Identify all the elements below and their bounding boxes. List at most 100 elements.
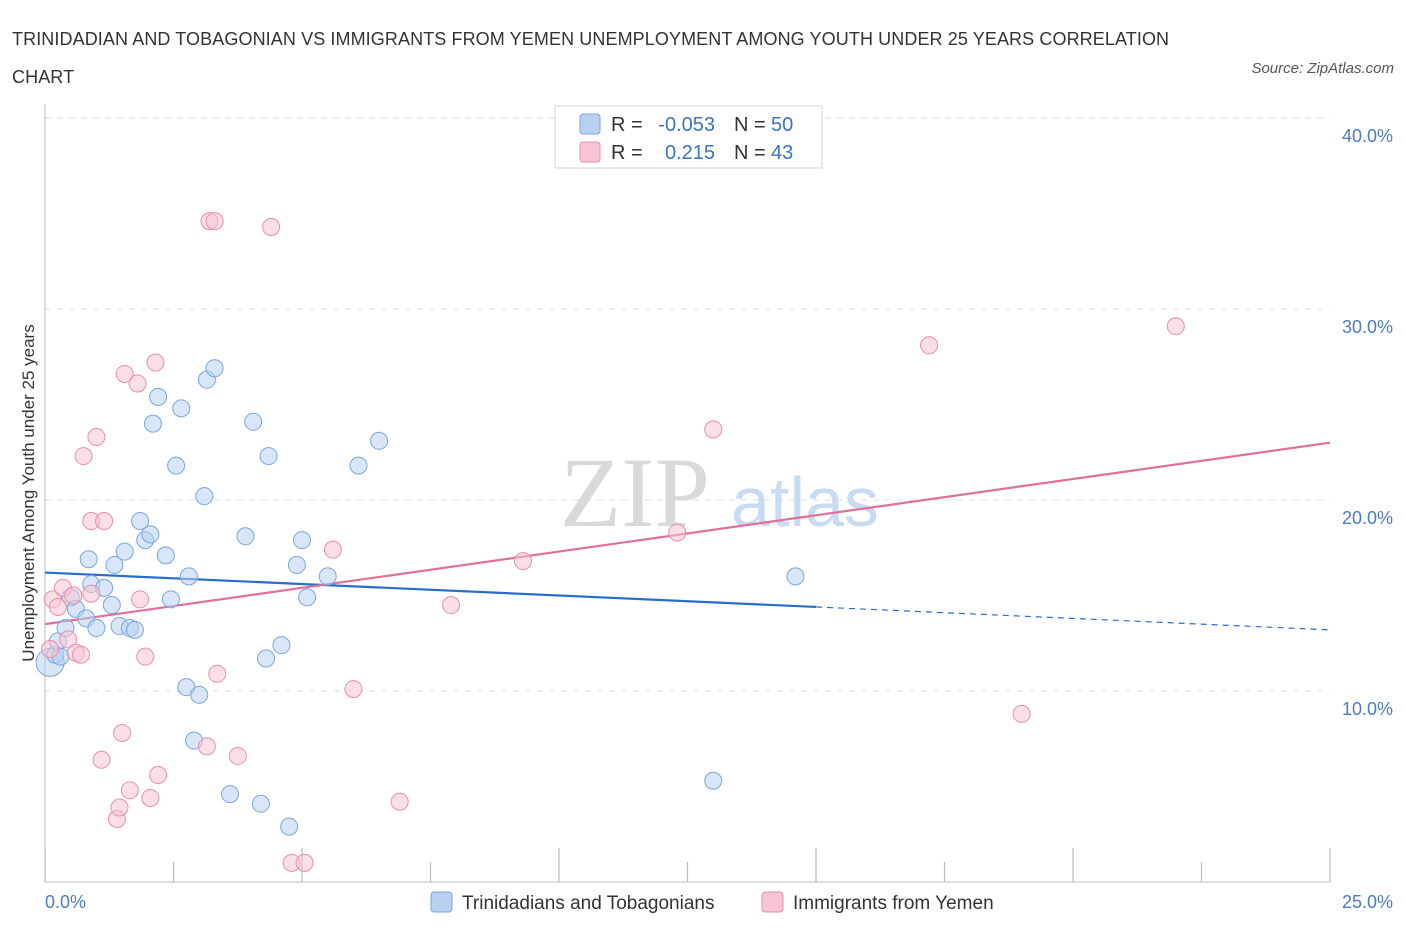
data-point-pink-17	[115, 364, 134, 383]
data-point-blue-16	[125, 620, 144, 639]
data-point-pink-38	[668, 523, 687, 542]
chart-source: Source: ZipAtlas.com	[1251, 60, 1394, 77]
data-point-blue-42	[293, 531, 311, 550]
data-point-pink-20	[131, 590, 150, 609]
data-point-pink-33	[323, 540, 342, 559]
data-point-blue-47	[704, 771, 723, 790]
data-point-pink-2	[48, 597, 67, 616]
data-point-pink-23	[146, 353, 165, 372]
trend-line-blue	[44, 571, 817, 609]
data-point-blue-14	[115, 542, 134, 561]
data-point-blue-17	[131, 512, 150, 531]
data-point-pink-21	[136, 647, 155, 666]
data-point-pink-40	[920, 336, 939, 355]
bottom-legend-swatch-pink	[761, 891, 784, 913]
data-points	[35, 212, 1185, 872]
data-point-blue-48	[786, 567, 805, 586]
data-point-pink-7	[71, 645, 90, 664]
bottom-legend-label-pink: Immigrants from Yemen	[793, 893, 994, 914]
data-point-blue-38	[259, 447, 278, 466]
data-point-pink-28	[208, 664, 227, 683]
data-point-pink-16	[113, 724, 132, 743]
data-point-blue-33	[221, 785, 240, 804]
data-point-pink-0	[41, 639, 60, 658]
bottom-legend-swatch-blue	[430, 891, 453, 913]
data-point-pink-9	[82, 584, 101, 603]
legend-r-value-2: 0.215	[665, 142, 715, 164]
data-point-pink-8	[74, 447, 93, 466]
data-point-pink-35	[390, 792, 409, 811]
data-point-blue-37	[257, 649, 276, 668]
x-tick-label-0: 0.0%	[45, 892, 86, 912]
legend-swatch-blue	[579, 113, 601, 135]
data-point-blue-40	[280, 817, 299, 836]
trend-line-blue-dashed	[815, 606, 1331, 631]
x-tick-label-1: 25.0%	[1342, 892, 1393, 912]
data-point-pink-27	[205, 212, 224, 231]
data-point-blue-32	[205, 359, 224, 378]
y-tick-label-3: 40.0%	[1342, 126, 1393, 146]
data-point-blue-45	[349, 456, 368, 475]
data-point-blue-41	[287, 555, 306, 574]
data-point-blue-20	[143, 414, 162, 433]
data-point-pink-36	[442, 596, 461, 615]
tick-labels: 10.0% 20.0% 30.0% 40.0% 0.0% 25.0%	[45, 126, 1393, 912]
data-point-blue-34	[236, 527, 255, 546]
data-point-pink-41	[1012, 704, 1031, 723]
data-point-blue-22	[156, 546, 175, 565]
legend-swatch-pink	[579, 141, 601, 163]
data-point-pink-34	[344, 680, 363, 699]
data-point-blue-43	[298, 588, 317, 607]
data-point-blue-25	[172, 399, 191, 418]
data-point-pink-25	[197, 737, 216, 756]
watermark-atlas: atlas	[731, 463, 879, 541]
data-point-blue-9	[87, 618, 106, 637]
data-point-pink-13	[95, 512, 114, 531]
data-point-pink-30	[262, 217, 281, 236]
trend-line-pink	[44, 441, 1331, 626]
legend-n-value-1: 50	[771, 114, 793, 136]
data-point-blue-19	[141, 525, 160, 544]
y-tick-label-2: 30.0%	[1342, 317, 1393, 337]
data-point-blue-44	[318, 567, 337, 586]
data-point-blue-29	[190, 685, 209, 704]
y-tick-label-1: 20.0%	[1342, 508, 1393, 528]
legend-n-label-1: N =	[734, 114, 766, 136]
bottom-legend: Trinidadians and Tobagonians Immigrants …	[430, 891, 994, 914]
y-axis-title: Unemployment Among Youth under 25 years	[19, 324, 38, 661]
data-point-blue-46	[370, 431, 389, 450]
legend-r-label-2: R =	[611, 142, 643, 164]
legend-n-value-2: 43	[771, 142, 793, 164]
data-point-pink-39	[704, 420, 723, 439]
data-point-blue-27	[179, 567, 198, 586]
data-point-pink-19	[128, 374, 147, 393]
data-point-pink-32	[295, 853, 314, 872]
trend-lines	[44, 441, 1331, 631]
data-point-blue-36	[251, 794, 270, 813]
data-point-pink-29	[228, 746, 247, 765]
data-point-blue-7	[79, 550, 98, 569]
data-point-blue-24	[167, 456, 186, 475]
data-point-pink-12	[92, 750, 111, 769]
watermark-zip: ZIP	[560, 437, 710, 548]
bottom-legend-label-blue: Trinidadians and Tobagonians	[462, 893, 714, 914]
data-point-pink-18	[120, 781, 139, 800]
data-point-blue-23	[161, 590, 180, 609]
legend-box: R = -0.053 N = 50 R = 0.215 N = 43	[554, 105, 823, 169]
chart-title: TRINIDADIAN AND TOBAGONIAN VS IMMIGRANTS…	[12, 29, 1170, 87]
legend-r-value-1: -0.053	[658, 114, 715, 136]
data-point-pink-24	[149, 766, 168, 785]
data-point-pink-5	[64, 586, 83, 605]
grid-lines	[45, 117, 1330, 692]
data-point-pink-37	[514, 552, 533, 571]
data-point-blue-12	[105, 555, 124, 574]
data-point-blue-39	[272, 636, 291, 655]
data-point-blue-21	[149, 387, 168, 406]
y-tick-label-0: 10.0%	[1342, 699, 1393, 719]
data-point-pink-42	[1166, 317, 1185, 336]
data-point-pink-4	[59, 630, 78, 649]
axes	[44, 104, 1331, 883]
legend-r-label-1: R =	[611, 114, 643, 136]
data-point-blue-11	[102, 596, 121, 615]
